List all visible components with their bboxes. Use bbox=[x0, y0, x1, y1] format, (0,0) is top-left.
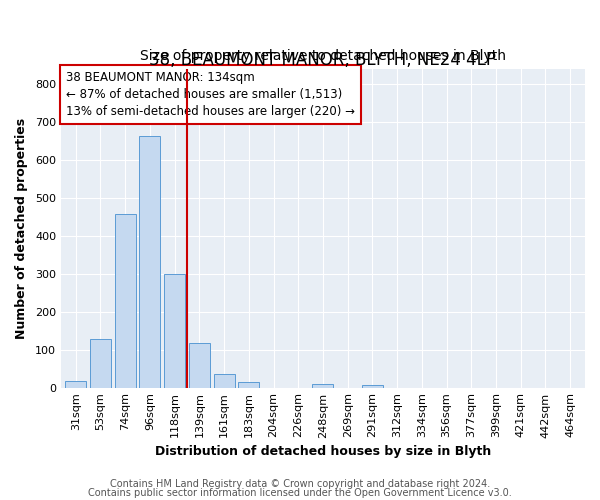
Text: Contains HM Land Registry data © Crown copyright and database right 2024.: Contains HM Land Registry data © Crown c… bbox=[110, 479, 490, 489]
Bar bbox=[164, 274, 185, 388]
Text: 38 BEAUMONT MANOR: 134sqm
← 87% of detached houses are smaller (1,513)
13% of se: 38 BEAUMONT MANOR: 134sqm ← 87% of detac… bbox=[66, 71, 355, 118]
X-axis label: Distribution of detached houses by size in Blyth: Distribution of detached houses by size … bbox=[155, 444, 491, 458]
Bar bbox=[313, 384, 334, 388]
Y-axis label: Number of detached properties: Number of detached properties bbox=[15, 118, 28, 339]
Text: Size of property relative to detached houses in Blyth: Size of property relative to detached ho… bbox=[140, 49, 506, 63]
Bar bbox=[139, 136, 160, 388]
Bar bbox=[65, 380, 86, 388]
Bar bbox=[90, 340, 111, 388]
Bar bbox=[115, 214, 136, 388]
Bar bbox=[214, 374, 235, 388]
Bar bbox=[362, 384, 383, 388]
Bar bbox=[189, 343, 210, 388]
Text: Contains public sector information licensed under the Open Government Licence v3: Contains public sector information licen… bbox=[88, 488, 512, 498]
Bar bbox=[238, 382, 259, 388]
Title: 38, BEAUMONT MANOR, BLYTH, NE24 4LP: 38, BEAUMONT MANOR, BLYTH, NE24 4LP bbox=[149, 51, 496, 69]
